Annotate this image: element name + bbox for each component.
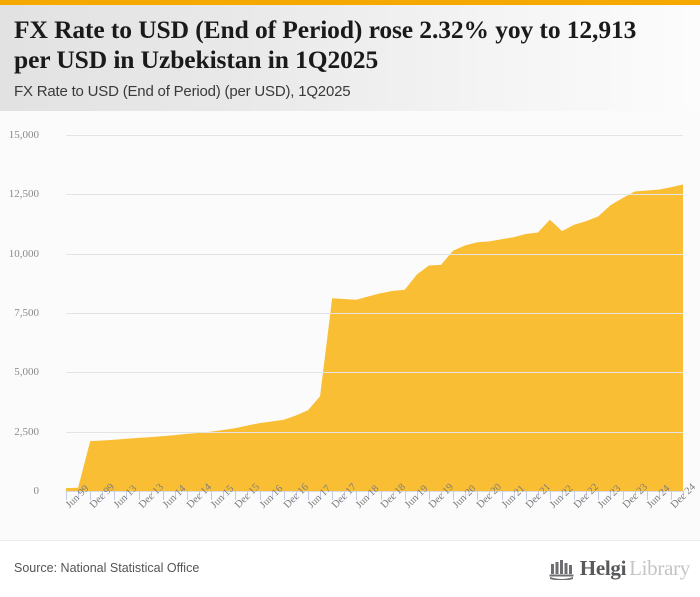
- x-axis-tick: [513, 491, 515, 500]
- axis-baseline: [66, 491, 684, 492]
- x-axis-tick: [586, 491, 588, 500]
- x-axis-tick: [646, 491, 648, 500]
- x-axis-tick: [574, 491, 576, 500]
- x-axis-tick: [211, 491, 213, 500]
- x-axis-tick: [223, 491, 225, 500]
- source-label: Source: National Statistical Office: [14, 561, 200, 575]
- x-axis-tick: [320, 491, 322, 500]
- x-axis-tick: [332, 491, 334, 500]
- x-axis-tick: [186, 491, 188, 500]
- area-series: [66, 184, 683, 491]
- x-axis-tick: [441, 491, 443, 500]
- x-axis-tick: [295, 491, 297, 500]
- logo-text-secondary: Library: [629, 556, 690, 580]
- x-axis-tick: [271, 491, 273, 500]
- gridline: [66, 431, 683, 433]
- x-axis-tick: [549, 491, 551, 500]
- x-axis-tick: [562, 491, 564, 500]
- x-axis-tick: [259, 491, 261, 500]
- x-axis-tick: [404, 491, 406, 500]
- x-axis-tick: [162, 491, 164, 500]
- chart-header: FX Rate to USD (End of Period) rose 2.32…: [0, 5, 700, 111]
- top-accent-bar: [0, 0, 700, 5]
- gridline: [66, 194, 683, 196]
- y-axis-tick-label: 5,000: [14, 366, 39, 379]
- gridline: [66, 135, 683, 136]
- library-building-icon: [549, 559, 574, 580]
- y-axis-tick-label: 10,000: [8, 247, 39, 260]
- x-axis-tick: [622, 491, 624, 500]
- helgi-library-logo[interactable]: Helgi Library: [549, 556, 690, 581]
- x-axis-tick: [670, 491, 672, 500]
- x-axis-tick: [537, 491, 539, 500]
- x-axis-tick: [247, 491, 249, 500]
- page-title: FX Rate to USD (End of Period) rose 2.32…: [14, 15, 637, 74]
- y-axis-tick-label: 12,500: [8, 188, 39, 201]
- x-axis-tick: [634, 491, 636, 500]
- x-axis-tick: [380, 491, 382, 500]
- chart-footer: Source: National Statistical Office Helg…: [0, 540, 700, 597]
- x-axis-tick: [489, 491, 491, 500]
- x-axis-tick: [428, 491, 430, 500]
- x-axis-tick: [102, 491, 104, 500]
- chart-subtitle: FX Rate to USD (End of Period) (per USD)…: [14, 83, 351, 100]
- x-axis-tick: [126, 491, 128, 500]
- x-axis-tick: [477, 491, 479, 500]
- x-axis-tick: [525, 491, 527, 500]
- gridline: [66, 313, 683, 314]
- y-axis-tick-label: 7,500: [14, 307, 39, 319]
- x-axis-tick: [416, 491, 418, 500]
- x-axis-tick: [356, 491, 358, 500]
- chart-canvas: 0 2,500 5,000 7,500 10,000 12,500 15,000 Jun 99…: [0, 111, 700, 540]
- x-axis-tick: [368, 491, 370, 500]
- y-axis-tick-label: 15,000: [8, 129, 39, 141]
- y-axis-tick-label: 0: [33, 485, 40, 497]
- x-axis-tick: [235, 491, 237, 500]
- x-axis-tick: [598, 491, 600, 500]
- x-axis-tick: [501, 491, 503, 500]
- x-axis-tick: [453, 491, 455, 500]
- x-axis-tick: [344, 491, 346, 500]
- x-axis-tick: [114, 491, 116, 500]
- x-axis-tick: [283, 491, 285, 500]
- x-axis-tick: [174, 491, 176, 500]
- x-axis-tick: [610, 491, 612, 500]
- x-axis-tick: [78, 491, 80, 500]
- x-axis-tick: [392, 491, 394, 500]
- gridline: [66, 372, 683, 374]
- x-axis-tick: [658, 491, 660, 500]
- x-axis-tick: [465, 491, 467, 500]
- area-fill: [66, 184, 683, 491]
- logo-text-primary: Helgi: [579, 556, 627, 580]
- gridline: [66, 253, 683, 255]
- x-axis-tick: [90, 491, 92, 500]
- x-axis-tick: [150, 491, 152, 500]
- x-axis-tick: [307, 491, 309, 500]
- y-axis-tick-label: 2,500: [14, 425, 39, 438]
- x-axis-tick: [199, 491, 201, 500]
- x-axis-tick: [66, 491, 67, 500]
- x-axis-tick: [683, 491, 684, 500]
- x-axis-tick: [138, 491, 140, 500]
- plot-area: 0 2,500 5,000 7,500 10,000 12,500 15,000 Jun 99…: [9, 129, 698, 511]
